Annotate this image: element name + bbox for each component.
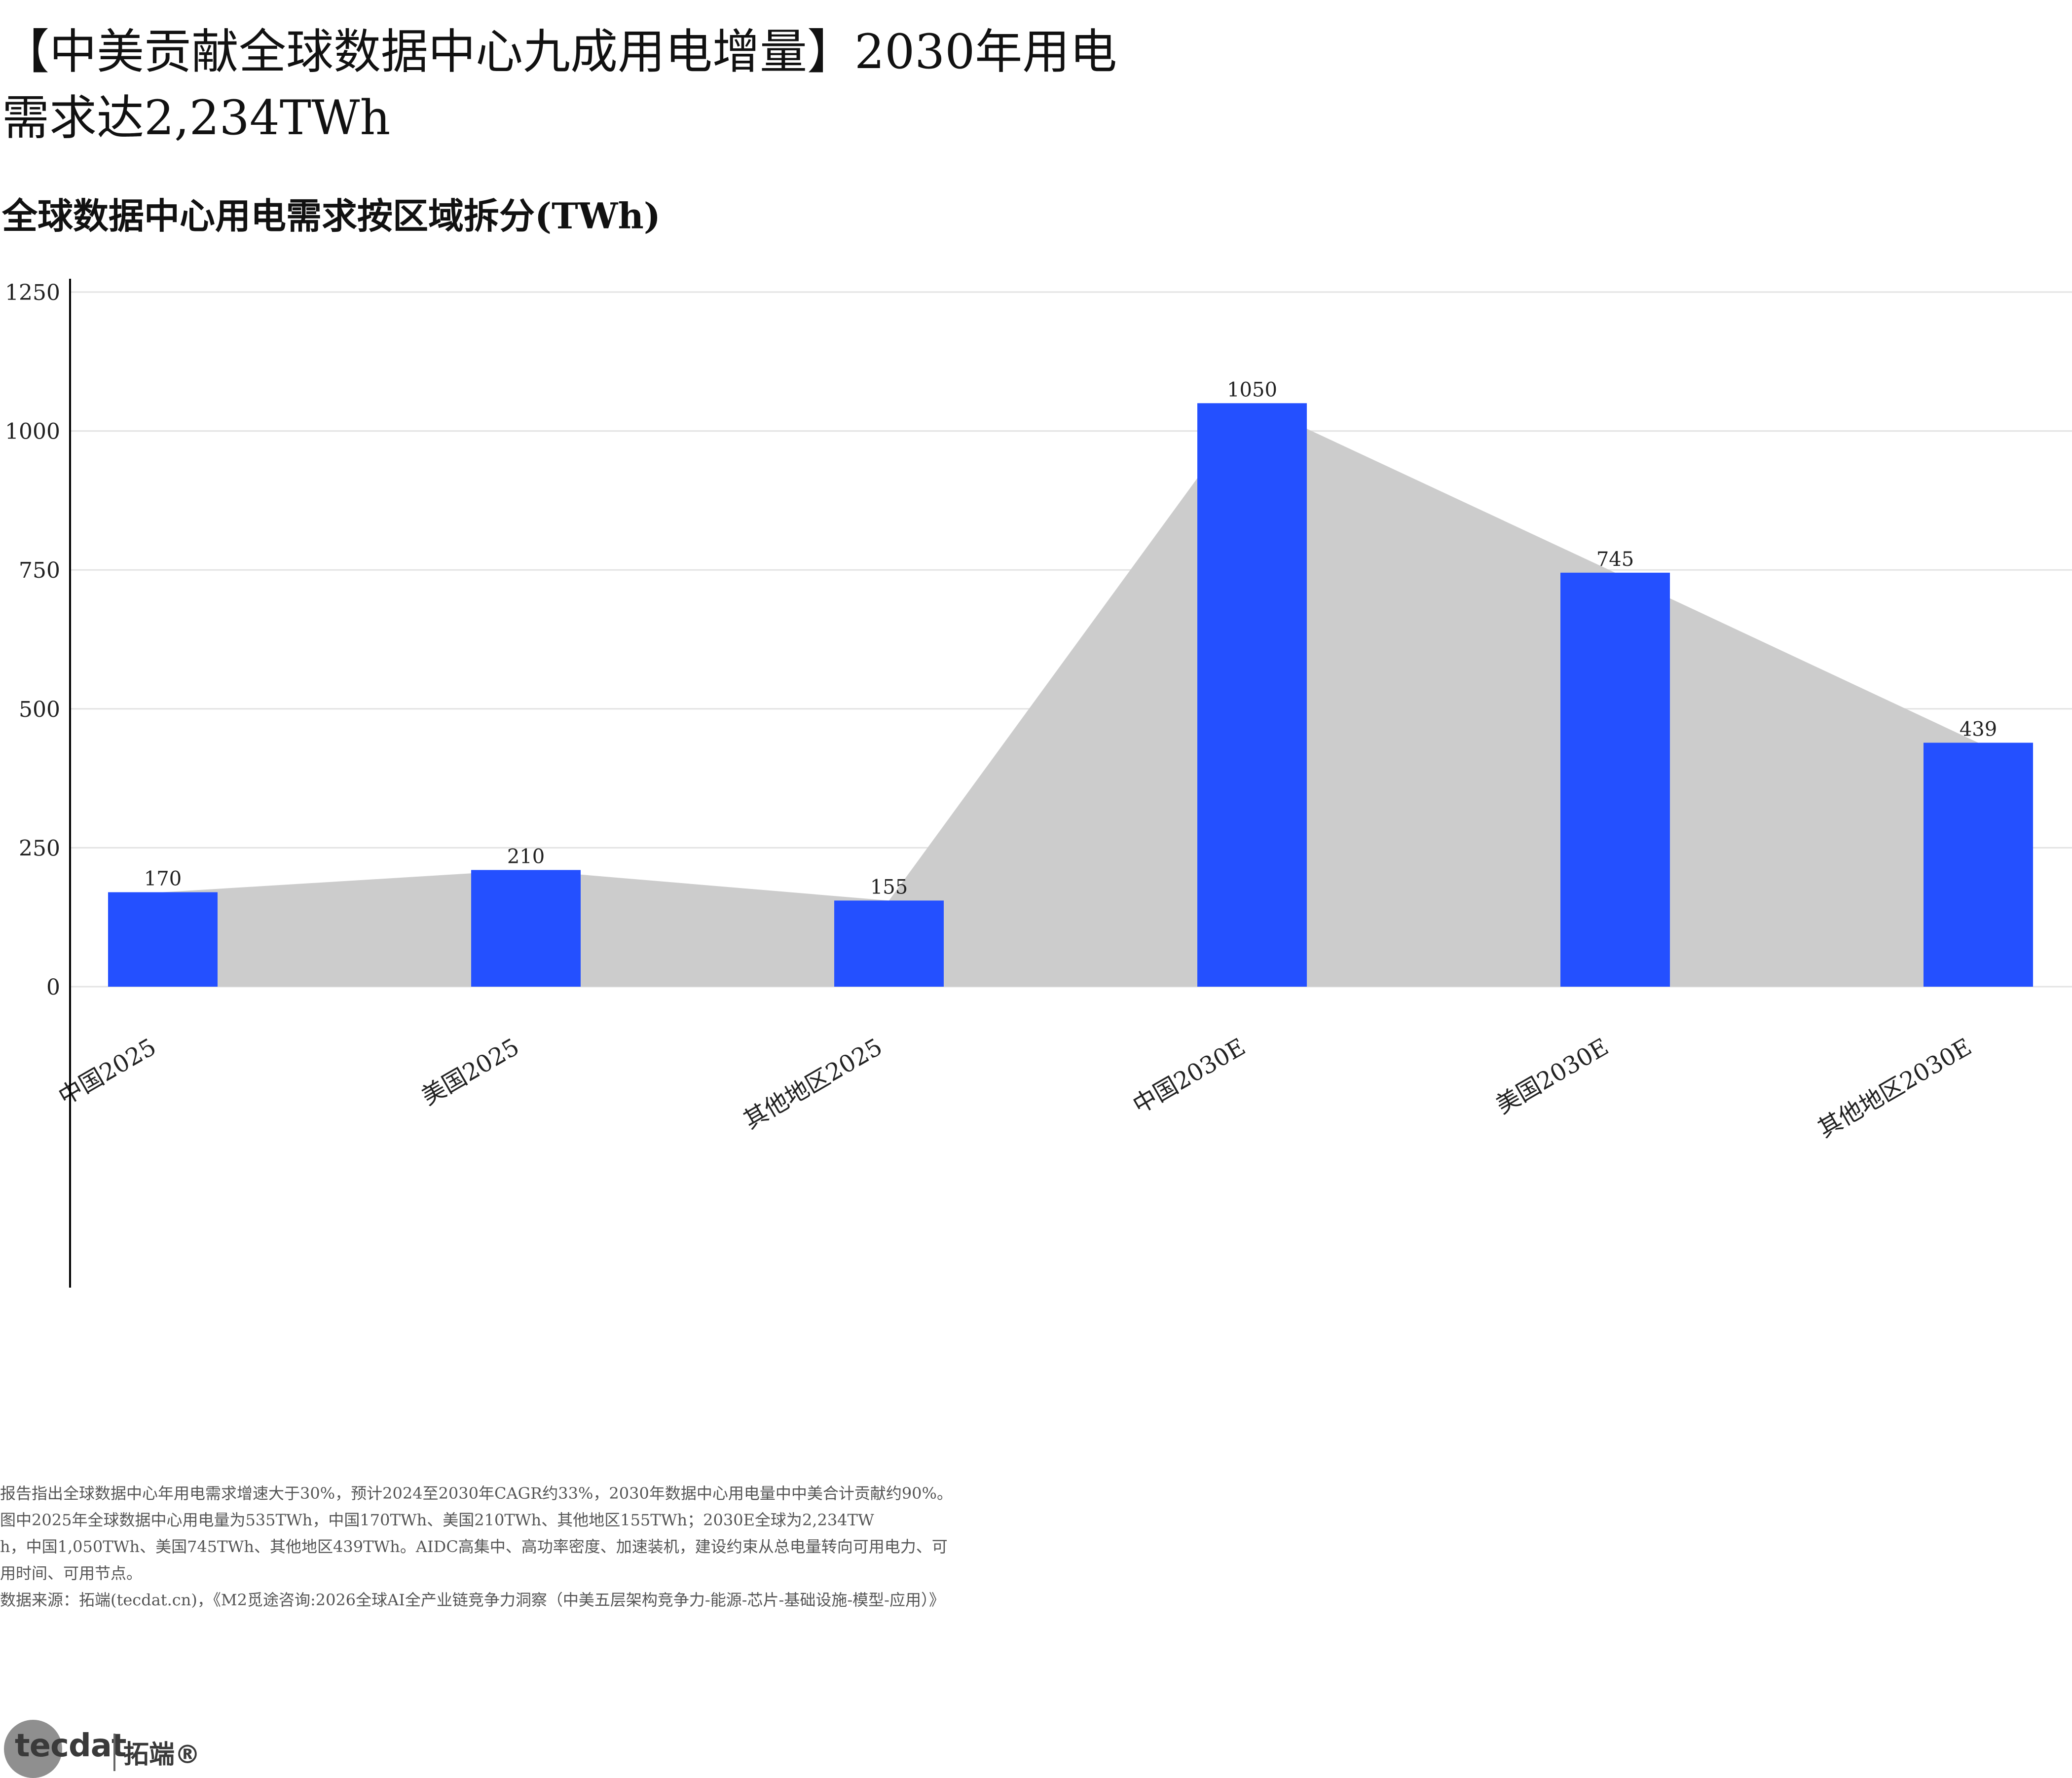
data-label: 210 [507, 845, 545, 868]
x-tick-label: 中国2030E [1128, 1033, 1250, 1119]
logo-divider [113, 1734, 115, 1771]
source-note: 数据来源：拓端(tecdat.cn)，《M2觅途咨询:2026全球AI全产业链竞… [0, 1591, 945, 1609]
data-label: 439 [1960, 718, 1997, 741]
bar [1924, 742, 2033, 987]
y-tick-label: 1250 [5, 280, 60, 305]
y-tick-label: 1000 [5, 419, 60, 444]
chart-subtitle: 全球数据中心用电需求按区域拆分(TWh) [2, 195, 661, 237]
bar [471, 870, 581, 987]
x-tick-label: 其他地区2025 [739, 1033, 887, 1135]
y-tick-label: 250 [19, 836, 60, 861]
logo-brand: tecdat [15, 1728, 127, 1764]
x-axis-ticks: 中国2025 美国2025 其他地区2025 中国2030E 美国2030E 其他地区20… [54, 1033, 1976, 1143]
y-tick-label: 0 [46, 975, 60, 1000]
data-label: 1050 [1227, 378, 1277, 401]
bar [834, 900, 944, 987]
x-tick-label: 美国2025 [417, 1033, 524, 1111]
note-line-2: 图中2025年全球数据中心用电量为535TWh，中国170TWh、美国210TW… [0, 1511, 874, 1529]
data-label: 745 [1596, 548, 1634, 571]
logo-brand-cn: 拓端® [123, 1740, 201, 1770]
y-axis-ticks: 0 250 500 750 1000 1250 [5, 280, 60, 1000]
trend-area [163, 403, 1978, 987]
logo-circle-icon [4, 1720, 62, 1778]
note-line-3: h，中国1,050TWh、美国745TWh、其他地区439TWh。AIDC高集中… [0, 1537, 948, 1556]
bars [108, 403, 2033, 987]
note-line-1: 报告指出全球数据中心年用电需求增速大于30%，预计2024至2030年CAGR约… [0, 1484, 953, 1503]
x-tick-label: 其他地区2030E [1813, 1033, 1976, 1143]
x-tick-label: 美国2030E [1491, 1033, 1613, 1119]
y-tick-label: 500 [19, 697, 60, 722]
note-line-4: 用时间、可用节点。 [0, 1564, 143, 1583]
data-label: 170 [144, 868, 182, 890]
data-label: 155 [870, 876, 908, 898]
bar [108, 892, 218, 987]
chart-title: 【中美贡献全球数据中心九成用电增量】2030年用电需求达2,234TWh [2, 24, 1117, 146]
footnotes: 报告指出全球数据中心年用电需求增速大于30%，预计2024至2030年CAGR约… [0, 1480, 1135, 1613]
bar-chart: 170 210 155 1050 745 439 0 250 500 750 1000 1250 中… [5, 279, 2072, 1288]
tecdat-logo: tecdat 拓端® [4, 1720, 200, 1778]
bar [1560, 572, 1670, 987]
data-labels: 170 210 155 1050 745 439 [144, 378, 1997, 898]
y-tick-label: 750 [19, 558, 60, 583]
bar [1197, 403, 1307, 987]
